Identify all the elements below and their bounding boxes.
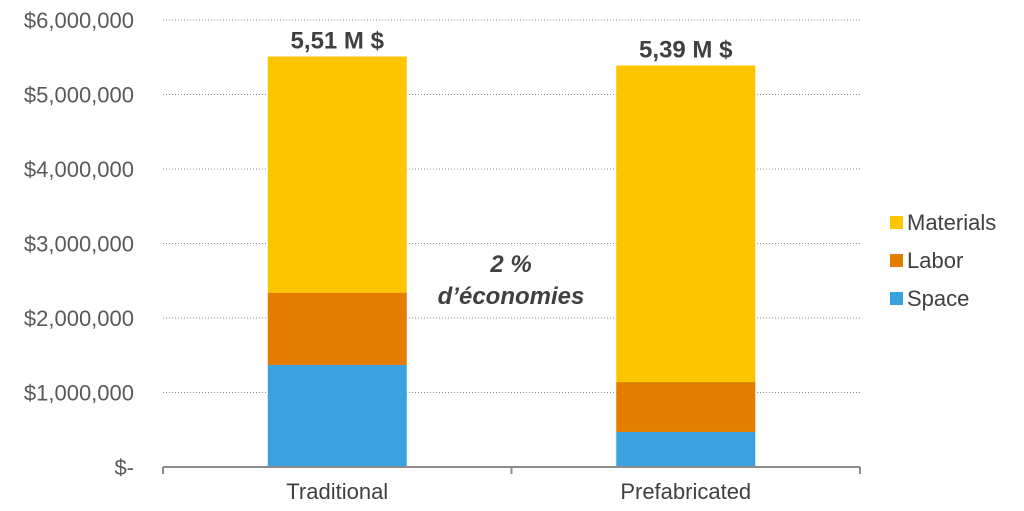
x-tick-label: Traditional bbox=[286, 479, 388, 504]
legend-label-materials: Materials bbox=[907, 210, 996, 235]
legend-swatch-labor bbox=[890, 254, 903, 267]
legend-swatch-space bbox=[890, 292, 903, 305]
total-labels: 5,51 M $ 5,39 M $ bbox=[291, 28, 734, 64]
y-axis-tick-labels: $- $1,000,000 $2,000,000 $3,000,000 $4,000,0… bbox=[24, 8, 134, 480]
y-tick-label: $6,000,000 bbox=[24, 8, 134, 33]
annotation-line1: 2 % bbox=[489, 251, 531, 278]
gridlines bbox=[163, 19, 860, 393]
y-tick-label: $3,000,000 bbox=[24, 232, 134, 257]
bar-materials-prefabricated bbox=[616, 65, 756, 383]
legend-label-space: Space bbox=[907, 286, 969, 311]
y-tick-label: $2,000,000 bbox=[24, 306, 134, 331]
savings-annotation: 2 % d’économies bbox=[438, 251, 585, 310]
bar-labor-traditional bbox=[267, 292, 407, 365]
bars bbox=[267, 56, 756, 467]
x-axis-tick-labels: Traditional Prefabricated bbox=[286, 479, 751, 504]
total-label: 5,51 M $ bbox=[291, 28, 385, 55]
y-tick-label: $- bbox=[114, 455, 134, 480]
total-label: 5,39 M $ bbox=[639, 36, 733, 63]
bar-space-traditional bbox=[267, 364, 407, 467]
x-axis bbox=[162, 466, 861, 474]
y-tick-label: $1,000,000 bbox=[24, 381, 134, 406]
legend-swatch-materials bbox=[890, 216, 903, 229]
bar-labor-prefabricated bbox=[616, 382, 756, 432]
y-tick-label: $5,000,000 bbox=[24, 83, 134, 108]
y-tick-label: $4,000,000 bbox=[24, 157, 134, 182]
bar-space-prefabricated bbox=[616, 431, 756, 467]
legend-label-labor: Labor bbox=[907, 248, 963, 273]
legend: Materials Labor Space bbox=[890, 210, 996, 311]
bar-materials-traditional bbox=[267, 56, 407, 293]
annotation-line2: d’économies bbox=[438, 283, 585, 310]
x-tick-label: Prefabricated bbox=[620, 479, 751, 504]
